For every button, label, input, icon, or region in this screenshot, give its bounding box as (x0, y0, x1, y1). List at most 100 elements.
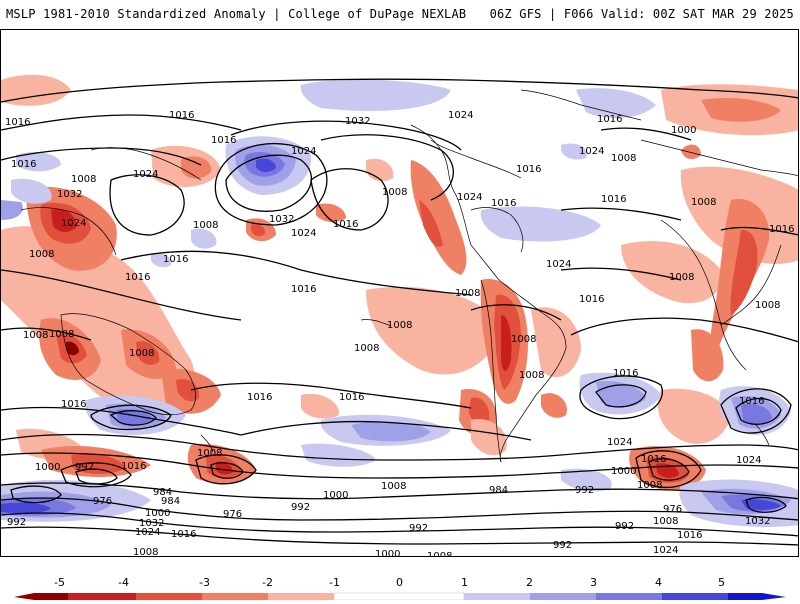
colorbar-tick: 4 (655, 576, 662, 589)
colorbar-swatch-pos2 (530, 593, 596, 600)
isobar-label: 1000 (145, 508, 170, 519)
colorbar-swatch-neg2 (202, 593, 268, 600)
isobar-label: 1016 (61, 399, 86, 410)
isobar-label: 1016 (641, 454, 666, 465)
colorbar-svg: -5 -4 -3 -2 -1 0 1 2 3 4 5 (14, 576, 786, 601)
isobar-label: 1008 (197, 448, 222, 459)
isobar-label: 1016 (333, 219, 358, 230)
isobar-label: 1000 (35, 462, 60, 473)
isobar-label: 1008 (29, 249, 54, 260)
isobar-label: 1008 (382, 187, 407, 198)
isobar-label: 1016 (339, 392, 364, 403)
isobar-label: 976 (663, 504, 682, 515)
isobar-label: 1016 (739, 396, 764, 407)
isobar-labels: 1016 1024 1032 1024 1000 1016 1016 1008 … (5, 110, 794, 556)
isobar-label: 1024 (291, 228, 316, 239)
isobar-label: 1008 (455, 288, 480, 299)
isobar-label: 1016 (579, 294, 604, 305)
isobar-label: 1000 (375, 549, 400, 556)
colorbar-swatch-neg1 (268, 593, 334, 600)
isobar-label: 1032 (57, 189, 82, 200)
isobar-label: 1016 (11, 159, 36, 170)
isobar-label: 1008 (653, 516, 678, 527)
isobar-label: 976 (93, 496, 112, 507)
isobar-label: 1024 (457, 192, 482, 203)
isobar-label: 1008 (49, 329, 74, 340)
isobar-label: 1016 (169, 110, 194, 121)
colorbar-arrow-left (14, 593, 34, 600)
isobar-label: 1024 (448, 110, 473, 121)
isobar-label: 1016 (516, 164, 541, 175)
isobar-label: 1016 (211, 135, 236, 146)
isobar-label: 1024 (291, 146, 316, 157)
isobar-label: 1024 (653, 545, 678, 556)
colorbar-tick: -2 (262, 576, 273, 589)
colorbar-arrow-right (762, 593, 786, 600)
isobar-label: 1024 (135, 527, 160, 538)
isobar-contours (1, 78, 798, 546)
colorbar-tick: -4 (118, 576, 129, 589)
isobar-label: 992 (291, 502, 310, 513)
isobar-label: 1008 (611, 153, 636, 164)
isobar-label: 1016 (613, 368, 638, 379)
isobar-label: 1008 (381, 481, 406, 492)
isobar-label: 1008 (519, 370, 544, 381)
coastlines (20, 89, 798, 463)
isobar-label: 984 (153, 487, 172, 498)
colorbar: -5 -4 -3 -2 -1 0 1 2 3 4 5 (0, 572, 800, 601)
isobar-label: 1008 (691, 197, 716, 208)
header: MSLP 1981-2010 Standardized Anomaly | Co… (0, 0, 800, 30)
isobar-label: 1008 (637, 480, 662, 491)
isobar-label: 1008 (755, 300, 780, 311)
isobar-label: 1008 (129, 348, 154, 359)
map-canvas[interactable]: 1016 1024 1032 1024 1000 1016 1016 1008 … (1, 30, 799, 556)
isobar-label: 992 (575, 485, 594, 496)
isobar-label: 1016 (125, 272, 150, 283)
isobar-label: 1016 (171, 529, 196, 540)
isobar-label: 1016 (597, 114, 622, 125)
isobar-label: 1032 (269, 214, 294, 225)
colorbar-tick: 3 (590, 576, 597, 589)
isobar-label: 1008 (511, 334, 536, 345)
isobar-label: 1008 (427, 551, 452, 556)
isobar-label: 1024 (607, 437, 632, 448)
isobar-label: 1000 (323, 490, 348, 501)
isobar-label: 1016 (677, 530, 702, 541)
isobar-label: 992 (7, 517, 26, 528)
isobar-label: 992 (615, 521, 634, 532)
isobar-label: 1008 (354, 343, 379, 354)
isobar-label: 984 (161, 496, 180, 507)
colorbar-tick: 5 (718, 576, 725, 589)
colorbar-tick: 2 (526, 576, 533, 589)
isobar-label: 1032 (345, 116, 370, 127)
isobar-label: 1016 (121, 461, 146, 472)
colorbar-swatch-neg4 (68, 593, 136, 600)
isobar-label: 1024 (61, 218, 86, 229)
isobar-label: 1032 (745, 516, 770, 527)
isobar-label: 992 (409, 523, 428, 534)
colorbar-tick: -1 (329, 576, 340, 589)
isobar-label: 1016 (5, 117, 30, 128)
positive-anomaly-shading (1, 79, 798, 527)
colorbar-swatch-neg3 (136, 593, 202, 600)
colorbar-tick: 0 (396, 576, 403, 589)
isobar-label: 1016 (291, 284, 316, 295)
colorbar-swatch-pos4 (662, 593, 728, 600)
colorbar-swatch-pos1 (464, 593, 530, 600)
valid-time: 06Z GFS | F066 Valid: 00Z SAT MAR 29 202… (489, 7, 794, 21)
isobar-label: 992 (553, 540, 572, 551)
isobar-label: 1008 (23, 330, 48, 341)
isobar-label: 976 (223, 509, 242, 520)
isobar-label: 1016 (163, 254, 188, 265)
isobar-label: 1008 (387, 320, 412, 331)
isobar-label: 984 (489, 485, 508, 496)
map-frame[interactable]: 1016 1024 1032 1024 1000 1016 1016 1008 … (0, 29, 799, 557)
isobar-label: 1024 (736, 455, 761, 466)
isobar-label: 1008 (669, 272, 694, 283)
isobar-label: 1032 (139, 518, 164, 529)
isobar-label: 1000 (671, 125, 696, 136)
colorbar-swatch-neg5 (34, 593, 68, 600)
colorbar-swatch-pos5 (728, 593, 762, 600)
isobar-label: 1016 (769, 224, 794, 235)
isobar-label: 1024 (133, 169, 158, 180)
